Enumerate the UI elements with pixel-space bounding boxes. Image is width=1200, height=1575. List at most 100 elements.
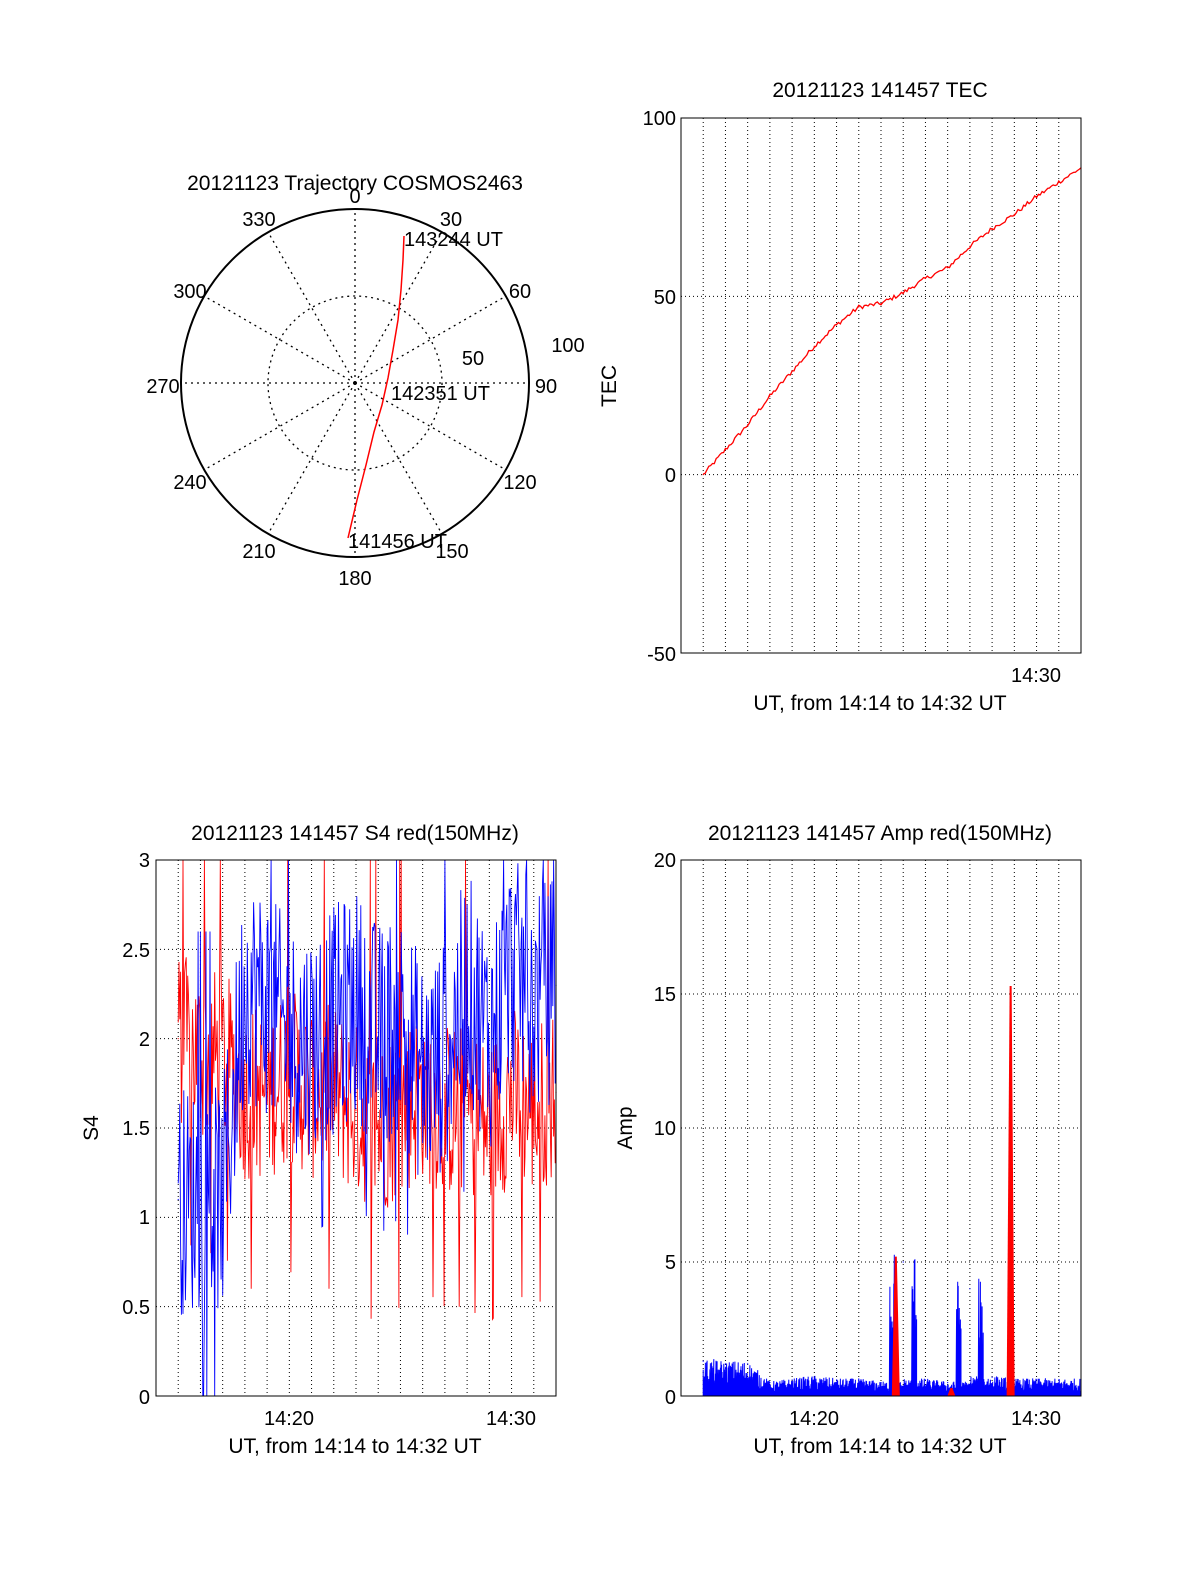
az-label-240: 240 [173,472,206,494]
amp-xtick-1420: 14:20 [789,1408,839,1430]
s4-point [399,1020,402,1022]
tec-point [835,324,838,326]
amp-point [813,1376,815,1378]
s4-point [377,1038,379,1040]
s4-point [533,1109,535,1111]
amp-title: 20121123 141457 Amp red(150MHz) [708,822,1052,845]
az-label-0: 0 [349,186,360,208]
amp-ytick-0: 0 [665,1387,676,1409]
tec-series-0 [702,167,1082,476]
s4-point [310,1091,313,1093]
amp-point [769,1382,771,1384]
polar-spoke [203,295,356,384]
polar-spoke [267,231,356,384]
polar-ring-50 [267,295,443,471]
s4-ytick-1.5: 1.5 [122,1118,150,1140]
s4-point [488,1127,490,1129]
s4-title: 20121123 141457 S4 red(150MHz) [191,822,519,845]
tec-ytick-50: 50 [654,287,676,309]
amp-point [724,1363,727,1365]
amp-spike-red [947,1387,956,1396]
s4-point [488,1038,490,1040]
polar-title: 20121123 Trajectory COSMOS2463 [187,172,523,195]
s4-point [510,1091,513,1093]
s4-point [444,1109,446,1111]
s4-point [466,1109,468,1111]
az-label-60: 60 [509,281,531,303]
s4-ytick-0: 0 [139,1387,150,1409]
amp-point [702,1360,704,1362]
s4-point [377,1127,379,1129]
tec-ylabel: TEC [598,365,621,407]
s4-series [177,859,557,1397]
s4-point [288,1038,290,1040]
amp-point [947,1382,949,1384]
amp-panel: 20121123 141457 Amp red(150MHz) 20 15 10… [614,822,1082,1458]
tec-plot-frame [680,117,1082,654]
s4-xtick-1420: 14:20 [264,1408,314,1430]
s4-point [510,966,513,968]
tec-point [947,267,949,269]
polar-outer-ring [180,208,530,558]
tec-series [702,167,1082,476]
tec-ytick-minus50: -50 [647,644,676,666]
tec-panel: 20121123 141457 TEC 100 50 0 -50 14:30 U… [598,79,1082,715]
polar-spoke [354,382,507,471]
az-label-180: 180 [338,568,371,590]
tec-point [747,424,749,426]
s4-point [199,1198,202,1201]
amp-spike-red [1006,985,1015,1396]
amp-point [969,1288,971,1290]
s4-point [333,1020,335,1022]
s4-point [244,984,246,986]
amp-xlabel: UT, from 14:14 to 14:32 UT [753,1435,1006,1458]
polar-grid [181,209,529,557]
tec-grid [681,118,1081,653]
amp-xtick-1430: 14:30 [1011,1408,1061,1430]
tec-point [924,277,927,280]
tec-point [724,449,727,451]
amp-point [791,1379,793,1381]
amp-ytick-20: 20 [654,850,676,872]
tec-point [813,345,815,347]
s4-point [444,1055,446,1058]
amp-series [702,985,1082,1397]
s4-point [244,1091,246,1093]
amp-point [924,1379,927,1381]
az-label-300: 300 [173,281,206,303]
ring-label-50: 50 [462,348,484,370]
amp-point [858,1379,860,1381]
s4-ytick-1: 1 [139,1207,150,1229]
amp-grid [681,860,1081,1396]
s4-line [177,859,556,1321]
s4-plot-frame [155,859,557,1397]
trajectory-line [347,235,405,539]
tec-point [858,306,860,308]
tec-point [880,302,882,305]
amp-ytick-5: 5 [665,1252,676,1274]
tec-point [902,292,904,294]
amp-ytick-15: 15 [654,984,676,1006]
az-label-330: 330 [242,209,275,231]
amp-point [880,1382,882,1384]
s4-point [422,1073,424,1075]
ring-label-100: 100 [551,335,584,357]
az-label-90: 90 [535,376,557,398]
polar-spoke [354,382,443,535]
time-label-start: 141456 UT [348,531,447,553]
tec-ytick-0: 0 [665,465,676,487]
s4-point [466,984,468,986]
s4-ytick-3: 3 [139,850,150,872]
amp-plot-frame [680,859,1082,1397]
s4-point [222,1055,224,1058]
amp-series-0 [702,1254,1082,1397]
s4-point [266,1002,268,1004]
amp-point [1058,1379,1060,1381]
az-label-270: 270 [146,376,179,398]
tec-point [769,395,771,397]
tec-ytick-100: 100 [643,108,676,130]
amp-point [991,1376,993,1378]
tec-point [991,227,993,230]
amp-ylabel: Amp [614,1106,637,1149]
